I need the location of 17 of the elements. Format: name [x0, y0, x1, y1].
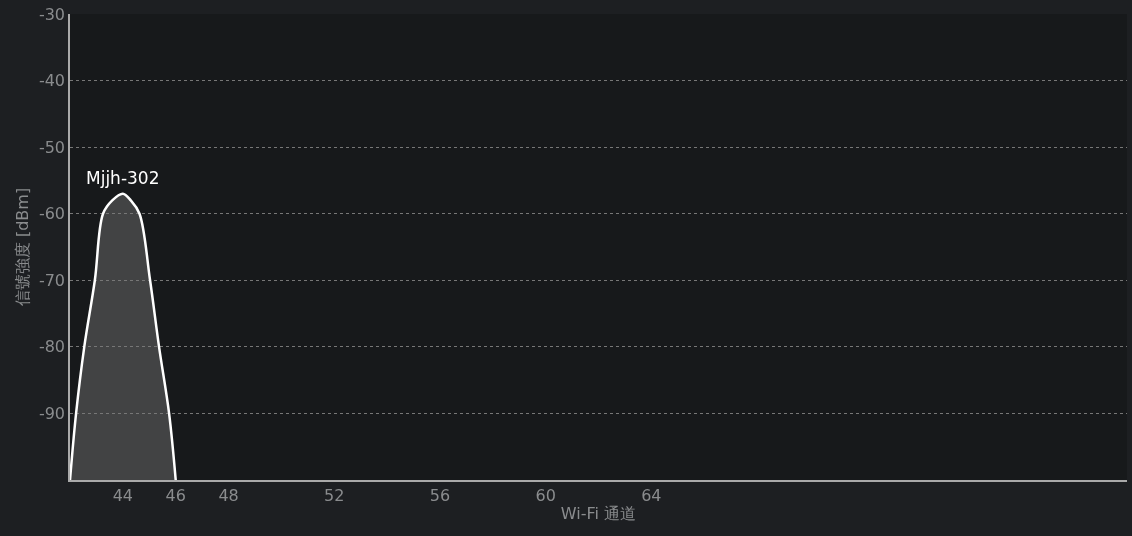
- x-tick-label: 52: [324, 485, 345, 505]
- y-axis-title: 信號強度 [dBm]: [13, 187, 33, 307]
- y-tick-label: -40: [38, 71, 66, 91]
- x-tick-label: 48: [218, 485, 239, 505]
- y-tick-label: -80: [38, 337, 66, 357]
- x-tick-label: 46: [165, 485, 186, 505]
- y-tick-label: -30: [38, 4, 66, 24]
- x-tick-label: 44: [112, 485, 134, 505]
- y-tick-label: -70: [38, 270, 66, 290]
- x-tick-label: 56: [429, 485, 451, 505]
- x-tick-label: 64: [641, 485, 662, 505]
- y-tick-label: -60: [38, 204, 66, 224]
- series-label: Mjjh-302: [86, 168, 160, 188]
- x-tick-label: 60: [535, 485, 556, 505]
- y-tick-label: -50: [38, 137, 66, 157]
- x-axis-title: Wi-Fi 通道: [560, 504, 637, 524]
- y-tick-label: -90: [38, 404, 66, 424]
